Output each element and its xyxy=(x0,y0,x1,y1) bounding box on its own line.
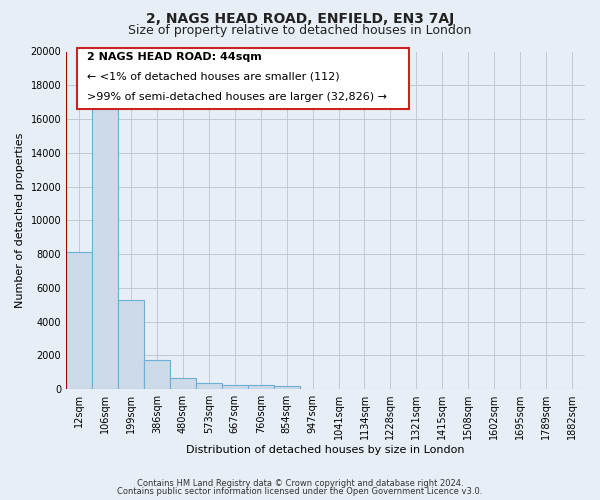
Bar xyxy=(144,360,170,389)
Bar xyxy=(274,386,299,389)
Text: Contains HM Land Registry data © Crown copyright and database right 2024.: Contains HM Land Registry data © Crown c… xyxy=(137,478,463,488)
Text: Size of property relative to detached houses in London: Size of property relative to detached ho… xyxy=(128,24,472,37)
Text: ← <1% of detached houses are smaller (112): ← <1% of detached houses are smaller (11… xyxy=(87,72,340,82)
Bar xyxy=(170,378,196,389)
Text: Contains public sector information licensed under the Open Government Licence v3: Contains public sector information licen… xyxy=(118,487,482,496)
Bar xyxy=(66,252,92,389)
X-axis label: Distribution of detached houses by size in London: Distribution of detached houses by size … xyxy=(187,445,465,455)
Y-axis label: Number of detached properties: Number of detached properties xyxy=(15,132,25,308)
Text: >99% of semi-detached houses are larger (32,826) →: >99% of semi-detached houses are larger … xyxy=(87,92,387,102)
Text: 2 NAGS HEAD ROAD: 44sqm: 2 NAGS HEAD ROAD: 44sqm xyxy=(87,52,262,62)
Text: 2, NAGS HEAD ROAD, ENFIELD, EN3 7AJ: 2, NAGS HEAD ROAD, ENFIELD, EN3 7AJ xyxy=(146,12,454,26)
Bar xyxy=(196,383,222,389)
Bar xyxy=(92,109,118,389)
Bar xyxy=(248,386,274,389)
Bar xyxy=(222,385,248,389)
Bar xyxy=(118,300,144,389)
FancyBboxPatch shape xyxy=(77,48,409,109)
